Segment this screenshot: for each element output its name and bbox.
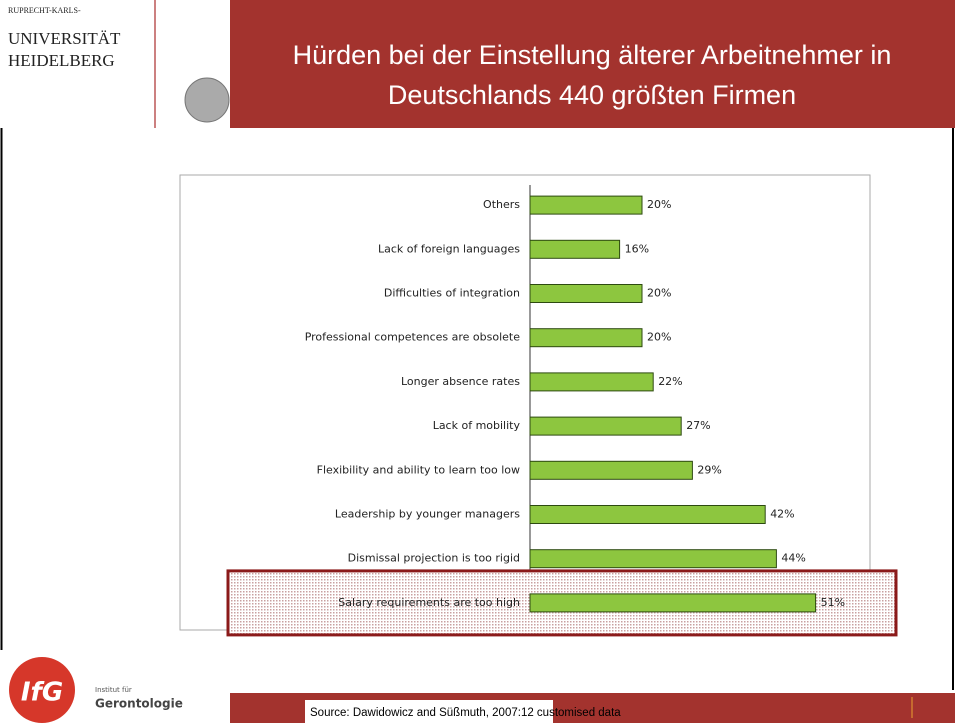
category-label: Lack of mobility bbox=[433, 419, 521, 432]
logo-circle bbox=[9, 657, 75, 723]
bar bbox=[529, 239, 621, 259]
logo-text: Gerontologie bbox=[95, 697, 183, 711]
value-label: 44% bbox=[781, 552, 805, 565]
logo-text: Institut für bbox=[95, 686, 132, 694]
seal bbox=[184, 77, 230, 123]
bar bbox=[529, 505, 766, 524]
category-label: Lack of foreign languages bbox=[378, 242, 520, 255]
value-label: 27% bbox=[686, 419, 710, 432]
bar bbox=[529, 284, 643, 303]
value-label: 20% bbox=[647, 331, 671, 344]
value-label: 20% bbox=[647, 287, 671, 300]
value-label: 22% bbox=[658, 375, 682, 388]
header-band bbox=[230, 0, 955, 128]
bar bbox=[529, 328, 643, 348]
category-label: Difficulties of integration bbox=[384, 287, 520, 300]
bar bbox=[529, 549, 777, 569]
category-label: Flexibility and ability to learn too low bbox=[317, 463, 520, 476]
bar bbox=[529, 372, 654, 392]
bar bbox=[529, 195, 643, 215]
title-line: Deutschlands 440 größten Firmen bbox=[388, 80, 796, 110]
value-label: 16% bbox=[625, 242, 649, 255]
uni-line: UNIVERSITÄT bbox=[8, 29, 121, 48]
title-line: Hürden bei der Einstellung älterer Arbei… bbox=[293, 40, 892, 70]
category-label: Leadership by younger managers bbox=[335, 508, 520, 521]
category-label: Dismissal projection is too rigid bbox=[348, 552, 520, 565]
value-label: 20% bbox=[647, 198, 671, 211]
category-label: Others bbox=[483, 198, 520, 211]
value-label: 42% bbox=[770, 508, 794, 521]
category-label: Longer absence rates bbox=[401, 375, 520, 388]
uni-line: RUPRECHT-KARLS- bbox=[8, 6, 81, 15]
bar bbox=[529, 593, 817, 613]
category-label: Salary requirements are too high bbox=[338, 596, 520, 609]
bar bbox=[529, 460, 693, 480]
source-box bbox=[305, 700, 553, 723]
bar bbox=[529, 416, 682, 436]
value-label: 29% bbox=[697, 463, 721, 476]
value-label: 51% bbox=[821, 596, 845, 609]
category-label: Professional competences are obsolete bbox=[305, 331, 521, 344]
source: Source: Dawidowicz and Süßmuth, 2007:12 … bbox=[310, 707, 621, 719]
uni-line: HEIDELBERG bbox=[8, 51, 115, 70]
logo-mark: IfG bbox=[21, 678, 63, 708]
